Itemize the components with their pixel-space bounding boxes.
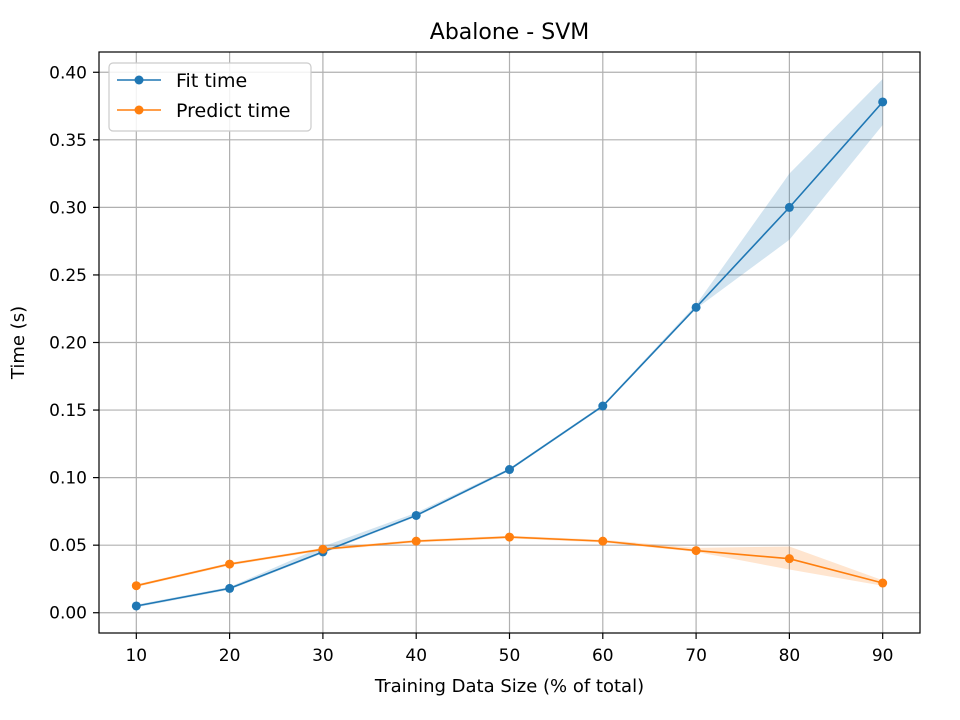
point-fit-time — [691, 302, 701, 312]
y-tick-label: 0.25 — [49, 266, 87, 286]
x-tick-label: 30 — [312, 646, 334, 666]
x-axis-label: Training Data Size (% of total) — [374, 676, 644, 697]
point-predict-time — [598, 536, 608, 546]
x-tick-label: 20 — [219, 646, 241, 666]
y-tick-label: 0.35 — [49, 131, 87, 151]
y-tick-label: 0.20 — [49, 334, 87, 354]
y-tick-label: 0.00 — [49, 604, 87, 624]
point-predict-time — [318, 544, 328, 554]
point-predict-time — [131, 581, 141, 591]
point-fit-time — [784, 202, 794, 212]
legend-marker-fit-time — [134, 75, 144, 85]
point-fit-time — [505, 465, 514, 475]
y-ticks: 0.00 0.05 0.10 0.15 0.20 0.25 0.30 0.35 0.40 — [49, 63, 99, 624]
point-predict-time — [878, 578, 888, 588]
y-tick-label: 0.05 — [49, 536, 87, 556]
legend-label-fit-time: Fit time — [176, 70, 247, 92]
y-axis-label: Time (s) — [8, 306, 29, 380]
point-predict-time — [691, 546, 701, 556]
x-tick-label: 50 — [499, 646, 521, 666]
legend-label-predict-time: Predict time — [176, 100, 290, 122]
series-lines — [131, 97, 888, 611]
y-tick-label: 0.15 — [49, 401, 87, 421]
x-tick-label: 60 — [592, 646, 614, 666]
y-tick-label: 0.30 — [49, 198, 87, 218]
point-fit-time — [411, 510, 421, 520]
x-tick-label: 90 — [872, 646, 894, 666]
point-fit-time — [225, 583, 235, 593]
point-predict-time — [784, 554, 794, 564]
point-fit-time — [131, 601, 141, 611]
chart-title: Abalone - SVM — [430, 20, 589, 45]
x-tick-label: 70 — [685, 646, 707, 666]
x-tick-label: 80 — [779, 646, 801, 666]
grid — [99, 52, 920, 633]
x-tick-label: 10 — [125, 646, 147, 666]
point-fit-time — [598, 401, 608, 411]
legend: Fit time Predict time — [108, 62, 312, 132]
y-tick-label: 0.10 — [49, 469, 87, 489]
point-predict-time — [411, 536, 421, 546]
y-tick-label: 0.40 — [49, 63, 87, 83]
legend-marker-predict-time — [134, 105, 144, 115]
point-predict-time — [505, 532, 514, 542]
x-ticks: 10 20 30 40 50 60 70 80 90 — [125, 633, 894, 666]
point-predict-time — [225, 559, 235, 569]
point-fit-time — [878, 97, 888, 107]
x-tick-label: 40 — [405, 646, 427, 666]
